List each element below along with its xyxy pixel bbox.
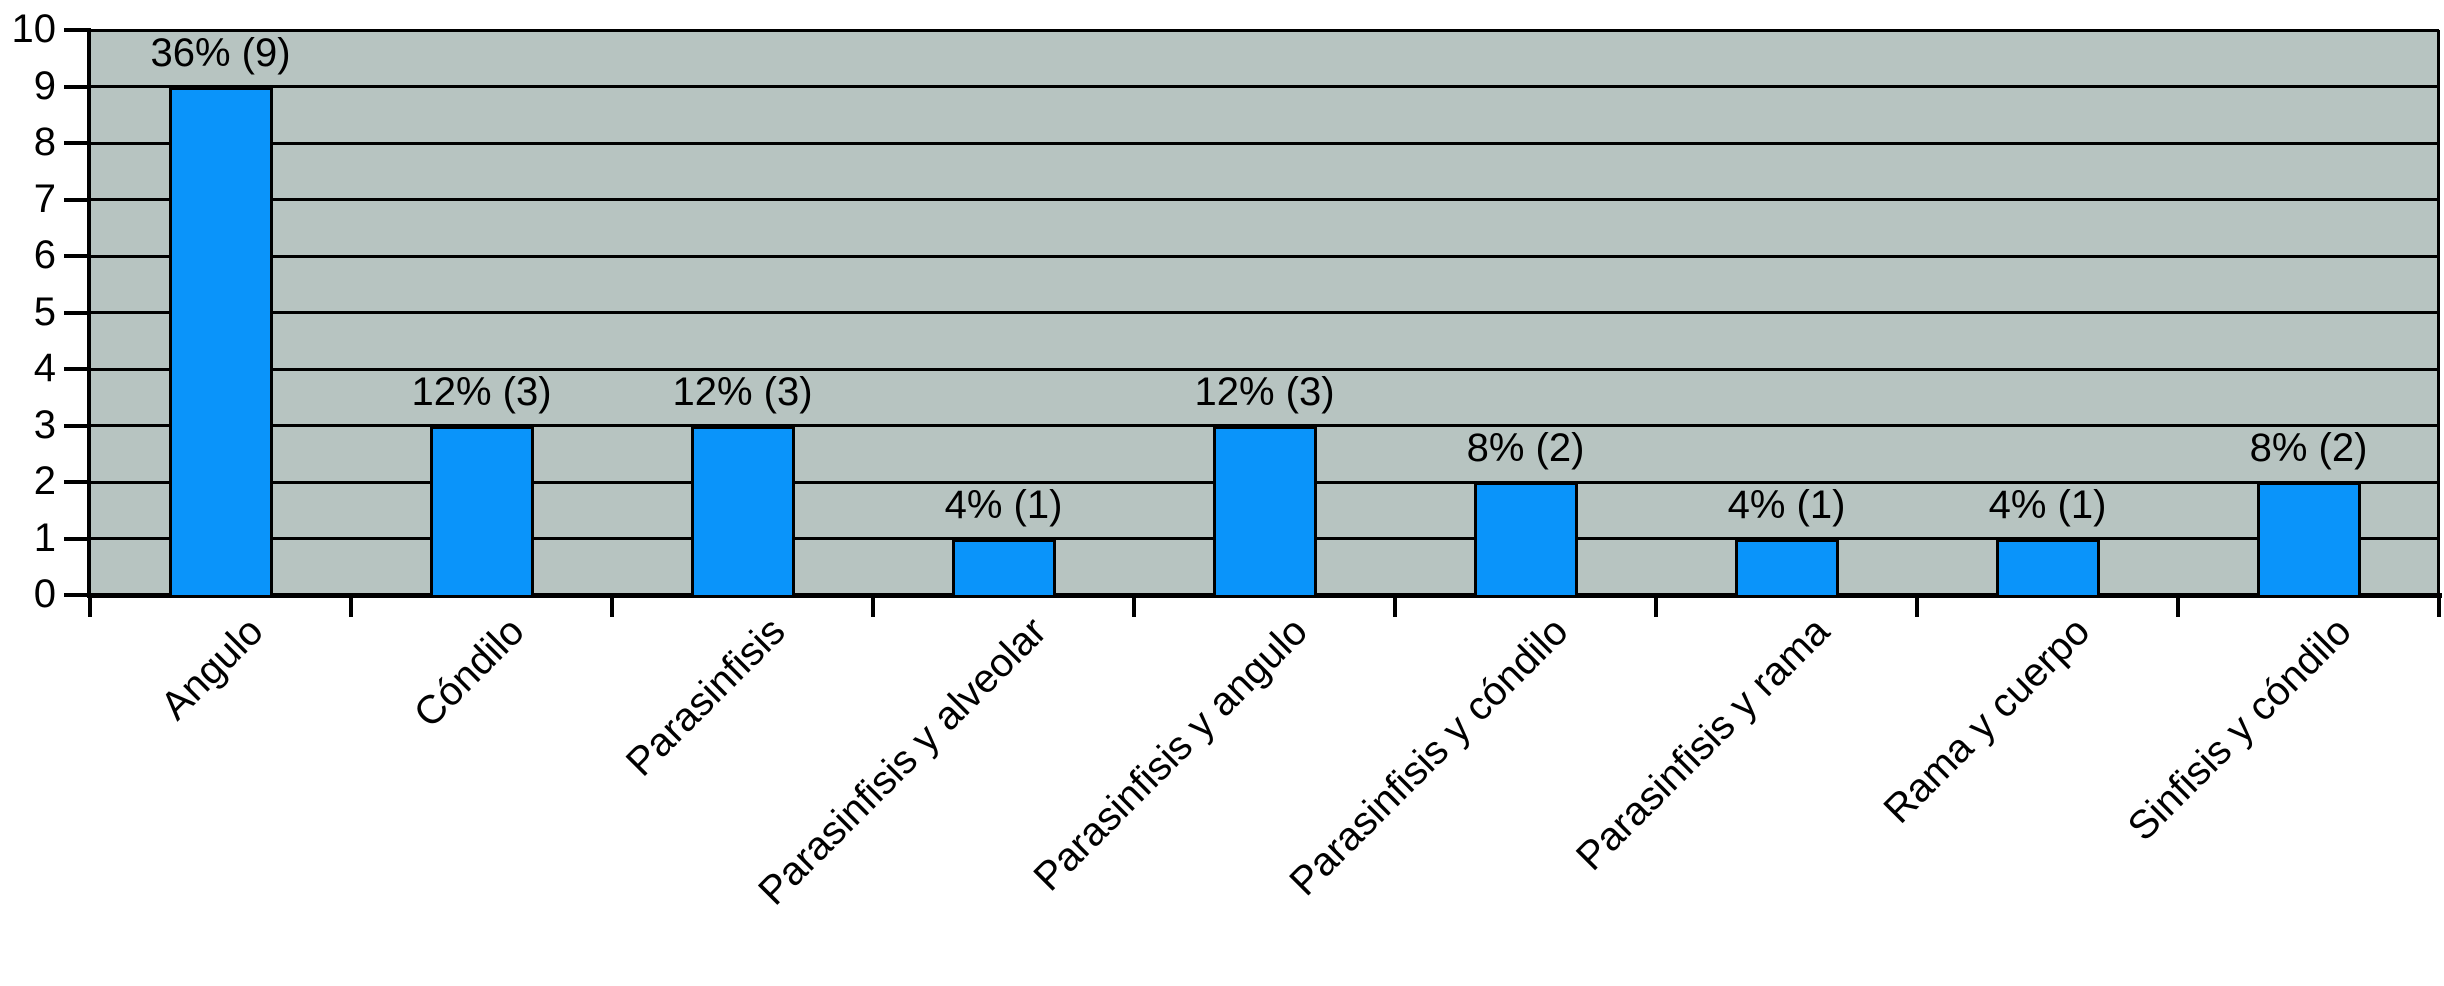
y-axis-tick: [64, 141, 90, 145]
x-axis-tick: [1654, 595, 1658, 617]
bar: [1995, 538, 2100, 595]
y-axis-label: 0: [33, 572, 56, 616]
bar-value-label: 36% (9): [150, 30, 291, 75]
y-axis-label: 6: [33, 233, 56, 277]
grid-line: [90, 254, 2439, 258]
x-axis-category-label: Parasinfisis: [617, 609, 794, 785]
grid-line: [90, 28, 2439, 32]
bar: [1734, 538, 1839, 595]
bar-value-label: 8% (2): [2249, 426, 2368, 470]
grid-line: [90, 141, 2439, 145]
x-axis-tick: [871, 595, 875, 617]
x-axis-category-label: Angulo: [152, 609, 272, 729]
bar-value-label: 4% (1): [1988, 482, 2107, 527]
x-axis-category-label: Parasinfisis y angulo: [1025, 609, 1316, 900]
x-axis-category-label: Parasinfisis y alveolar: [749, 609, 1055, 914]
x-axis-tick: [1915, 595, 1919, 617]
bar-value-label: 4% (1): [1727, 482, 1846, 527]
y-axis-tick: [64, 254, 90, 258]
y-axis-line: [87, 28, 91, 597]
y-axis-label: 2: [33, 459, 56, 503]
y-axis-label: 3: [33, 402, 56, 447]
x-axis-tick: [2437, 595, 2441, 617]
x-axis-tick: [1132, 595, 1136, 617]
x-axis-category-label: Parasinfisis y rama: [1567, 609, 1838, 880]
y-axis-tick: [64, 28, 90, 32]
y-axis-tick: [64, 197, 90, 202]
y-axis-label: 1: [33, 515, 56, 560]
bar: [2256, 482, 2361, 595]
y-axis-tick: [64, 423, 90, 428]
y-axis-label: 9: [33, 63, 56, 108]
y-axis-label: 5: [33, 289, 56, 334]
y-axis-label: 4: [33, 346, 56, 390]
bar: [168, 86, 273, 595]
bar: [429, 425, 534, 595]
y-axis-tick: [64, 310, 90, 315]
grid-line: [90, 311, 2439, 314]
x-axis-category-label: Sinfisis y cóndilo: [2119, 609, 2360, 850]
bar: [951, 538, 1056, 595]
y-axis-label: 7: [33, 176, 56, 221]
grid-line: [90, 198, 2439, 201]
x-axis-tick: [1393, 595, 1397, 617]
y-axis-tick: [64, 367, 90, 371]
bar-value-label: 4% (1): [944, 482, 1063, 527]
x-axis-tick: [610, 595, 614, 617]
y-axis-tick: [64, 84, 90, 89]
x-axis-tick: [2176, 595, 2180, 617]
grid-line: [90, 85, 2439, 88]
x-axis-category-label: Parasinfisis y cóndilo: [1281, 609, 1577, 905]
y-axis-tick: [64, 480, 90, 484]
bar-value-label: 12% (3): [1194, 369, 1335, 414]
bar: [1473, 482, 1578, 595]
y-axis-label: 10: [11, 7, 57, 51]
plot-right-border: [2437, 30, 2440, 595]
y-axis-label: 8: [33, 120, 56, 164]
x-axis-category-label: Rama y cuerpo: [1875, 609, 2099, 832]
bar: [690, 425, 795, 595]
bar-value-label: 12% (3): [411, 369, 552, 414]
x-axis-category-label: Cóndilo: [405, 609, 533, 737]
y-axis-tick: [64, 593, 90, 597]
bar: [1212, 425, 1317, 595]
x-axis-line: [87, 593, 2442, 598]
x-axis-tick: [88, 595, 92, 617]
bar-value-label: 12% (3): [672, 369, 813, 414]
bar-value-label: 8% (2): [1466, 426, 1585, 470]
grid-line: [90, 367, 2439, 371]
y-axis-tick: [64, 536, 90, 541]
x-axis-tick: [349, 595, 353, 617]
